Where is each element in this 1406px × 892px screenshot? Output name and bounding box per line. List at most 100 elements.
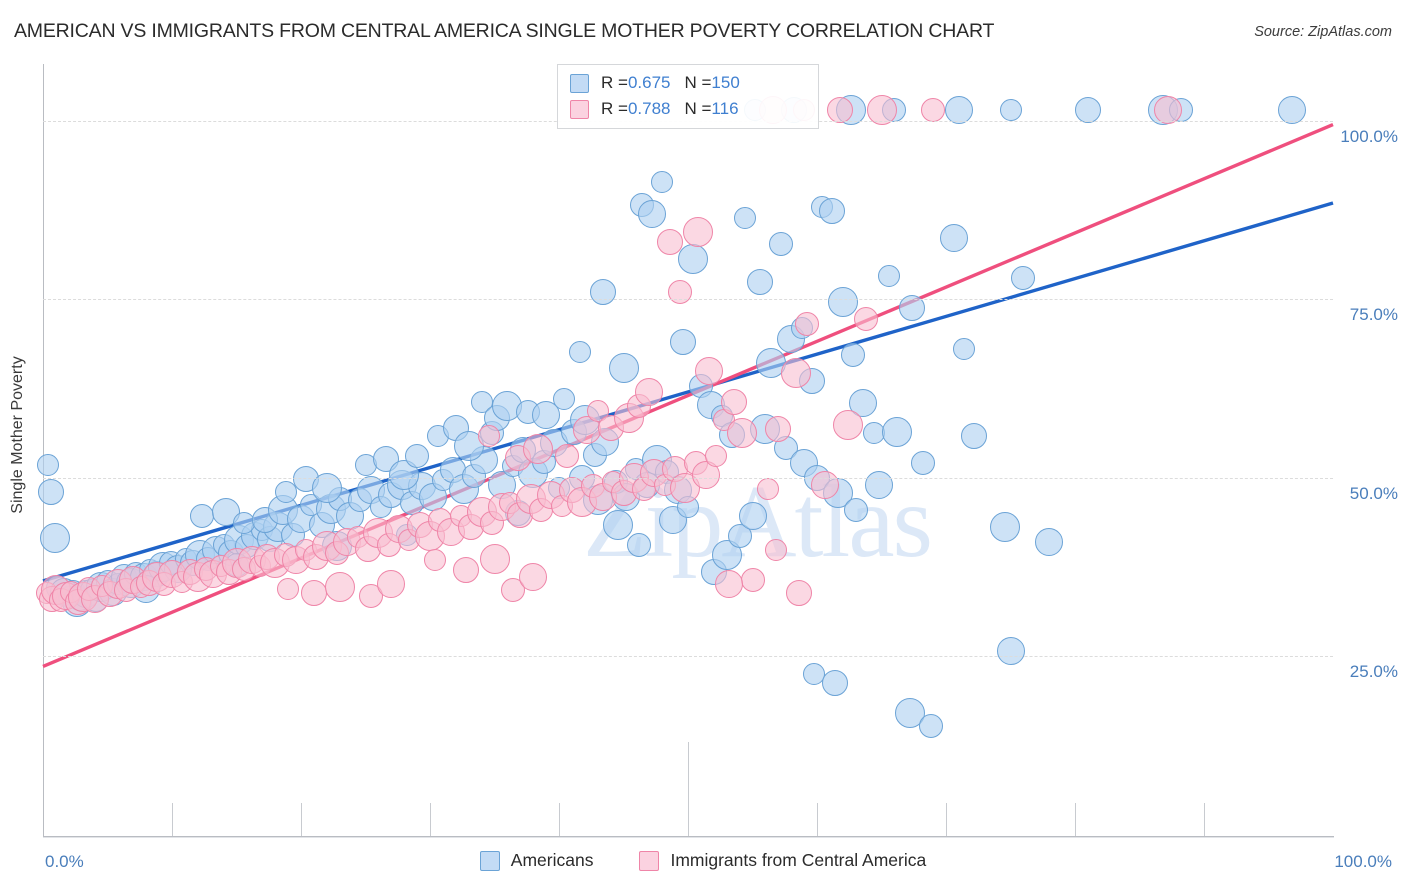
scatter-point[interactable] bbox=[453, 557, 480, 584]
scatter-point[interactable] bbox=[961, 423, 988, 450]
scatter-point[interactable] bbox=[843, 498, 868, 523]
scatter-point[interactable] bbox=[765, 416, 792, 443]
scatter-point[interactable] bbox=[568, 341, 591, 364]
scatter-point[interactable] bbox=[910, 451, 935, 476]
scatter-point[interactable] bbox=[651, 171, 674, 194]
legend-item-americans[interactable]: Americans bbox=[479, 850, 593, 871]
scatter-point[interactable] bbox=[878, 265, 901, 288]
scatter-point[interactable] bbox=[300, 580, 327, 607]
stats-n-value-americans: 150 bbox=[711, 73, 740, 92]
scatter-point[interactable] bbox=[953, 338, 976, 361]
scatter-point[interactable] bbox=[756, 477, 779, 500]
scatter-point[interactable] bbox=[715, 570, 744, 599]
scatter-point[interactable] bbox=[1277, 96, 1306, 125]
scatter-point[interactable] bbox=[944, 96, 973, 125]
scatter-point[interactable] bbox=[589, 279, 616, 306]
y-tick-label-75: 75.0% bbox=[1349, 305, 1398, 325]
scatter-point[interactable] bbox=[864, 470, 893, 499]
scatter-point[interactable] bbox=[747, 269, 774, 296]
scatter-point[interactable] bbox=[939, 223, 968, 252]
scatter-point[interactable] bbox=[827, 287, 858, 318]
scatter-point[interactable] bbox=[841, 342, 866, 367]
scatter-point[interactable] bbox=[626, 532, 651, 557]
page-title: AMERICAN VS IMMIGRANTS FROM CENTRAL AMER… bbox=[14, 20, 995, 42]
scatter-point[interactable] bbox=[785, 580, 812, 607]
scatter-point[interactable] bbox=[603, 509, 634, 540]
scatter-point[interactable] bbox=[705, 445, 728, 468]
legend-swatch-americans bbox=[479, 850, 500, 871]
scatter-point[interactable] bbox=[733, 207, 756, 229]
scatter-point[interactable] bbox=[470, 390, 493, 413]
legend-item-immigrants[interactable]: Immigrants from Central America bbox=[639, 850, 926, 871]
scatter-point[interactable] bbox=[553, 388, 576, 411]
scatter-point[interactable] bbox=[794, 311, 819, 336]
scatter-point[interactable] bbox=[1074, 97, 1101, 124]
scatter-point[interactable] bbox=[311, 472, 342, 503]
scatter-point[interactable] bbox=[721, 388, 748, 415]
scatter-point[interactable] bbox=[37, 453, 60, 476]
scatter-point[interactable] bbox=[764, 539, 787, 562]
scatter-point[interactable] bbox=[738, 502, 767, 531]
scatter-point[interactable] bbox=[781, 358, 812, 389]
scatter-point[interactable] bbox=[740, 568, 765, 593]
scatter-point[interactable] bbox=[1035, 527, 1064, 556]
scatter-point[interactable] bbox=[918, 713, 943, 738]
scatter-point[interactable] bbox=[389, 459, 420, 490]
scatter-point[interactable] bbox=[656, 229, 683, 256]
scatter-point[interactable] bbox=[424, 549, 447, 572]
x-tick-6 bbox=[817, 803, 818, 836]
scatter-point[interactable] bbox=[274, 480, 297, 503]
scatter-point[interactable] bbox=[899, 294, 926, 321]
scatter-point[interactable] bbox=[810, 470, 839, 499]
scatter-point[interactable] bbox=[827, 97, 854, 124]
scatter-point[interactable] bbox=[822, 669, 849, 696]
scatter-point[interactable] bbox=[608, 352, 639, 383]
stats-row-americans: R = 0.675 N = 150 bbox=[570, 70, 740, 96]
scatter-point[interactable] bbox=[377, 570, 406, 599]
x-tick-5 bbox=[688, 742, 689, 836]
scatter-point[interactable] bbox=[832, 409, 863, 440]
x-tick-9 bbox=[1204, 803, 1205, 836]
gridline-75 bbox=[43, 299, 1333, 301]
gridline-50 bbox=[43, 477, 1333, 479]
scatter-point[interactable] bbox=[39, 523, 70, 554]
scatter-point[interactable] bbox=[635, 377, 664, 406]
scatter-point[interactable] bbox=[189, 504, 214, 529]
scatter-point[interactable] bbox=[881, 416, 912, 447]
stats-r-value-americans: 0.675 bbox=[627, 73, 671, 92]
scatter-point[interactable] bbox=[921, 98, 946, 123]
scatter-point[interactable] bbox=[1153, 96, 1182, 125]
scatter-point[interactable] bbox=[866, 95, 897, 126]
scatter-point[interactable] bbox=[694, 356, 723, 385]
scatter-point[interactable] bbox=[669, 329, 696, 356]
scatter-point[interactable] bbox=[658, 506, 687, 535]
scatter-point[interactable] bbox=[324, 572, 355, 603]
scatter-point[interactable] bbox=[854, 307, 879, 332]
scatter-point[interactable] bbox=[683, 217, 714, 248]
scatter-point[interactable] bbox=[532, 400, 561, 429]
scatter-point[interactable] bbox=[478, 425, 501, 448]
scatter-point[interactable] bbox=[755, 348, 786, 379]
stats-swatch-americans bbox=[570, 73, 589, 93]
stats-row-immigrants: R = 0.788 N = 116 bbox=[570, 96, 739, 122]
scatter-point[interactable] bbox=[990, 512, 1021, 543]
scatter-point[interactable] bbox=[1011, 265, 1036, 290]
scatter-point[interactable] bbox=[637, 199, 666, 228]
scatter-point[interactable] bbox=[405, 444, 430, 469]
x-tick-3 bbox=[430, 803, 431, 836]
scatter-point[interactable] bbox=[999, 99, 1022, 122]
scatter-point[interactable] bbox=[479, 543, 510, 574]
scatter-point[interactable] bbox=[523, 434, 554, 464]
x-tick-label-max: 100.0% bbox=[1334, 852, 1392, 871]
scatter-point[interactable] bbox=[819, 197, 846, 224]
scatter-point[interactable] bbox=[727, 418, 758, 449]
scatter-point[interactable] bbox=[37, 478, 64, 505]
scatter-point[interactable] bbox=[519, 563, 548, 592]
scatter-point[interactable] bbox=[277, 577, 300, 600]
scatter-point[interactable] bbox=[554, 444, 579, 469]
series-legend: Americans Immigrants from Central Americ… bbox=[0, 850, 1406, 871]
scatter-point[interactable] bbox=[768, 231, 793, 256]
scatter-point[interactable] bbox=[996, 637, 1025, 666]
stats-n-label-americans: N = bbox=[684, 73, 712, 92]
